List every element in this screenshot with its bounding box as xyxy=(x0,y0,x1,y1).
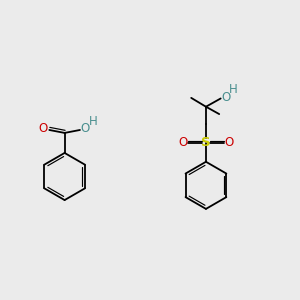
Text: O: O xyxy=(222,91,231,104)
Text: O: O xyxy=(178,136,188,149)
Text: H: H xyxy=(89,115,98,128)
Text: O: O xyxy=(38,122,47,135)
Text: H: H xyxy=(229,83,238,96)
Text: O: O xyxy=(81,122,90,135)
Text: O: O xyxy=(224,136,233,149)
Text: S: S xyxy=(201,136,211,149)
